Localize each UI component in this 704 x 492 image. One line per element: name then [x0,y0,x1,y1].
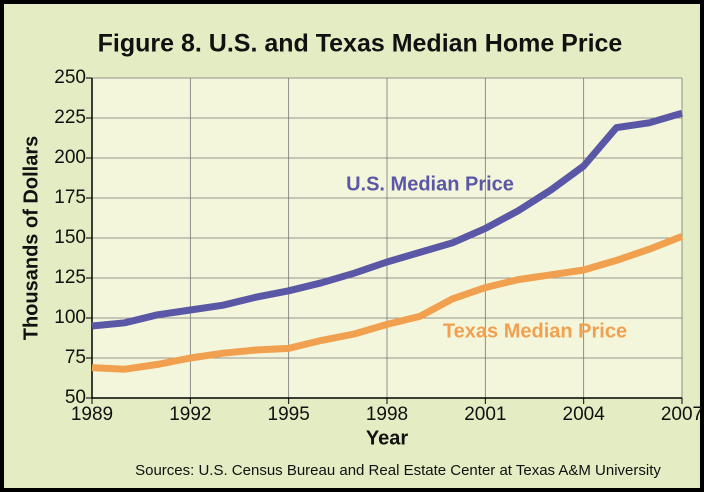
y-tick-label: 50 [65,387,86,408]
y-tick-label: 150 [54,227,86,248]
x-tick-label: 1992 [169,404,211,425]
y-tick-label: 200 [54,147,86,168]
x-tick-label: 1998 [366,404,408,425]
x-tick-label: 1989 [71,404,113,425]
y-tick-label: 75 [65,347,86,368]
source-note: Sources: U.S. Census Bureau and Real Est… [135,462,661,479]
x-tick-label: 2001 [464,404,506,425]
x-tick-label: 1995 [268,404,310,425]
y-tick-label: 175 [54,187,86,208]
y-tick-label: 225 [54,107,86,128]
x-axis-label: Year [366,427,408,449]
series-label: U.S. Median Price [346,173,514,195]
chart-title: Figure 8. U.S. and Texas Median Home Pri… [98,30,623,58]
series-line [91,233,684,373]
x-tick-label: 2007 [661,404,703,425]
y-tick-label: 250 [54,67,86,88]
series-line [91,109,683,330]
x-tick-label: 2004 [563,404,606,425]
y-axis-label: Thousands of Dollars [20,136,42,340]
y-tick-label: 125 [54,267,86,288]
y-tick-label: 100 [54,307,86,328]
series-label: Texas Median Price [443,320,627,342]
